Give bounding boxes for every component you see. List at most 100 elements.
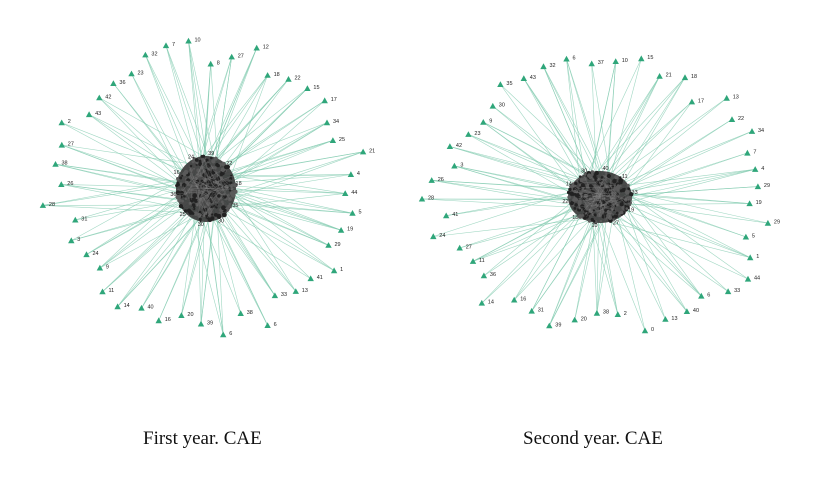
- hub-node: [600, 183, 603, 186]
- edge: [219, 197, 335, 271]
- hub-edge: [189, 174, 208, 205]
- hub-edge: [189, 166, 207, 214]
- hub-node: [582, 208, 586, 211]
- hub-node: [594, 170, 599, 176]
- hub-label: 30: [198, 222, 204, 228]
- edge: [218, 100, 325, 169]
- edge: [449, 146, 583, 181]
- edge: [216, 200, 224, 335]
- hub-node: [215, 206, 218, 209]
- hub-node: [181, 183, 187, 188]
- edge: [603, 76, 660, 183]
- peripheral-node: [520, 75, 527, 81]
- node-label: 3: [77, 237, 80, 243]
- edge: [483, 121, 597, 180]
- node-label: 41: [452, 212, 458, 218]
- hub-node: [591, 185, 594, 188]
- hub-node: [606, 173, 612, 179]
- hub-node: [602, 200, 606, 204]
- node-label: 33: [281, 292, 287, 298]
- peripheral-node: [480, 272, 488, 279]
- edge: [199, 47, 257, 177]
- hub-edge: [206, 187, 228, 219]
- hub-node: [580, 183, 586, 188]
- node-label: 32: [151, 51, 157, 57]
- hub-edge: [221, 178, 232, 187]
- hub-node: [215, 213, 219, 217]
- hub-node: [629, 192, 634, 197]
- peripheral-node: [571, 316, 578, 323]
- hub-node: [214, 201, 217, 204]
- node-label: 36: [119, 80, 125, 86]
- edge: [188, 40, 204, 171]
- edge: [421, 198, 578, 208]
- hub-node: [583, 172, 587, 176]
- edge: [592, 214, 598, 314]
- peripheral-node: [237, 310, 244, 316]
- peripheral-node: [752, 166, 759, 172]
- edge: [624, 119, 733, 190]
- edge: [624, 195, 746, 238]
- edge: [606, 97, 727, 184]
- hub-edge: [610, 179, 613, 197]
- edge: [86, 189, 188, 255]
- hub-node: [579, 186, 582, 189]
- node-label: 38: [247, 310, 253, 316]
- edge: [433, 218, 587, 237]
- hub-node: [584, 214, 589, 219]
- hub-node: [574, 197, 578, 202]
- edge: [42, 179, 183, 206]
- edge: [61, 144, 191, 189]
- peripheral-node: [155, 317, 162, 324]
- node-label: 44: [754, 275, 760, 281]
- edge: [61, 122, 196, 176]
- node-label: 6: [229, 331, 232, 337]
- edge: [145, 54, 199, 160]
- peripheral-node: [228, 53, 235, 60]
- edge: [483, 195, 580, 276]
- hub-node: [211, 170, 216, 175]
- edge: [627, 152, 748, 194]
- peripheral-node: [128, 70, 135, 77]
- edge: [566, 58, 607, 182]
- hub-edge: [591, 176, 606, 195]
- peripheral-node: [724, 288, 732, 295]
- hub-node: [592, 219, 596, 223]
- node-label: 24: [439, 233, 445, 239]
- edge: [598, 215, 646, 331]
- hub-node: [619, 210, 624, 215]
- edge: [531, 210, 584, 312]
- edge: [454, 165, 579, 193]
- edge: [604, 77, 686, 177]
- hub-label: 27: [613, 220, 619, 226]
- hub-edge: [206, 189, 216, 204]
- peripheral-node: [593, 309, 601, 316]
- peripheral-node: [588, 60, 595, 67]
- edge: [193, 56, 232, 177]
- hub-node: [608, 189, 611, 192]
- hub-edge: [593, 189, 610, 205]
- peripheral-node: [418, 195, 426, 202]
- hub-node: [587, 173, 592, 178]
- hub-edge: [199, 189, 208, 195]
- hub-node: [221, 161, 226, 167]
- hub-node: [193, 211, 199, 216]
- node-label: 44: [351, 190, 357, 196]
- edge: [620, 131, 753, 191]
- node-label: 4: [761, 166, 764, 172]
- edge: [220, 174, 351, 178]
- edge: [99, 97, 194, 181]
- edge: [71, 180, 180, 241]
- node-label: 22: [295, 76, 301, 82]
- peripheral-node: [321, 97, 328, 104]
- peripheral-node: [446, 143, 454, 149]
- node-label: 20: [187, 312, 193, 318]
- edge: [617, 199, 751, 258]
- hub-node: [181, 174, 184, 177]
- peripheral-node: [747, 254, 754, 261]
- peripheral-node: [359, 148, 367, 155]
- edge: [209, 202, 268, 326]
- hub-node: [233, 182, 238, 188]
- peripheral-node: [746, 200, 753, 207]
